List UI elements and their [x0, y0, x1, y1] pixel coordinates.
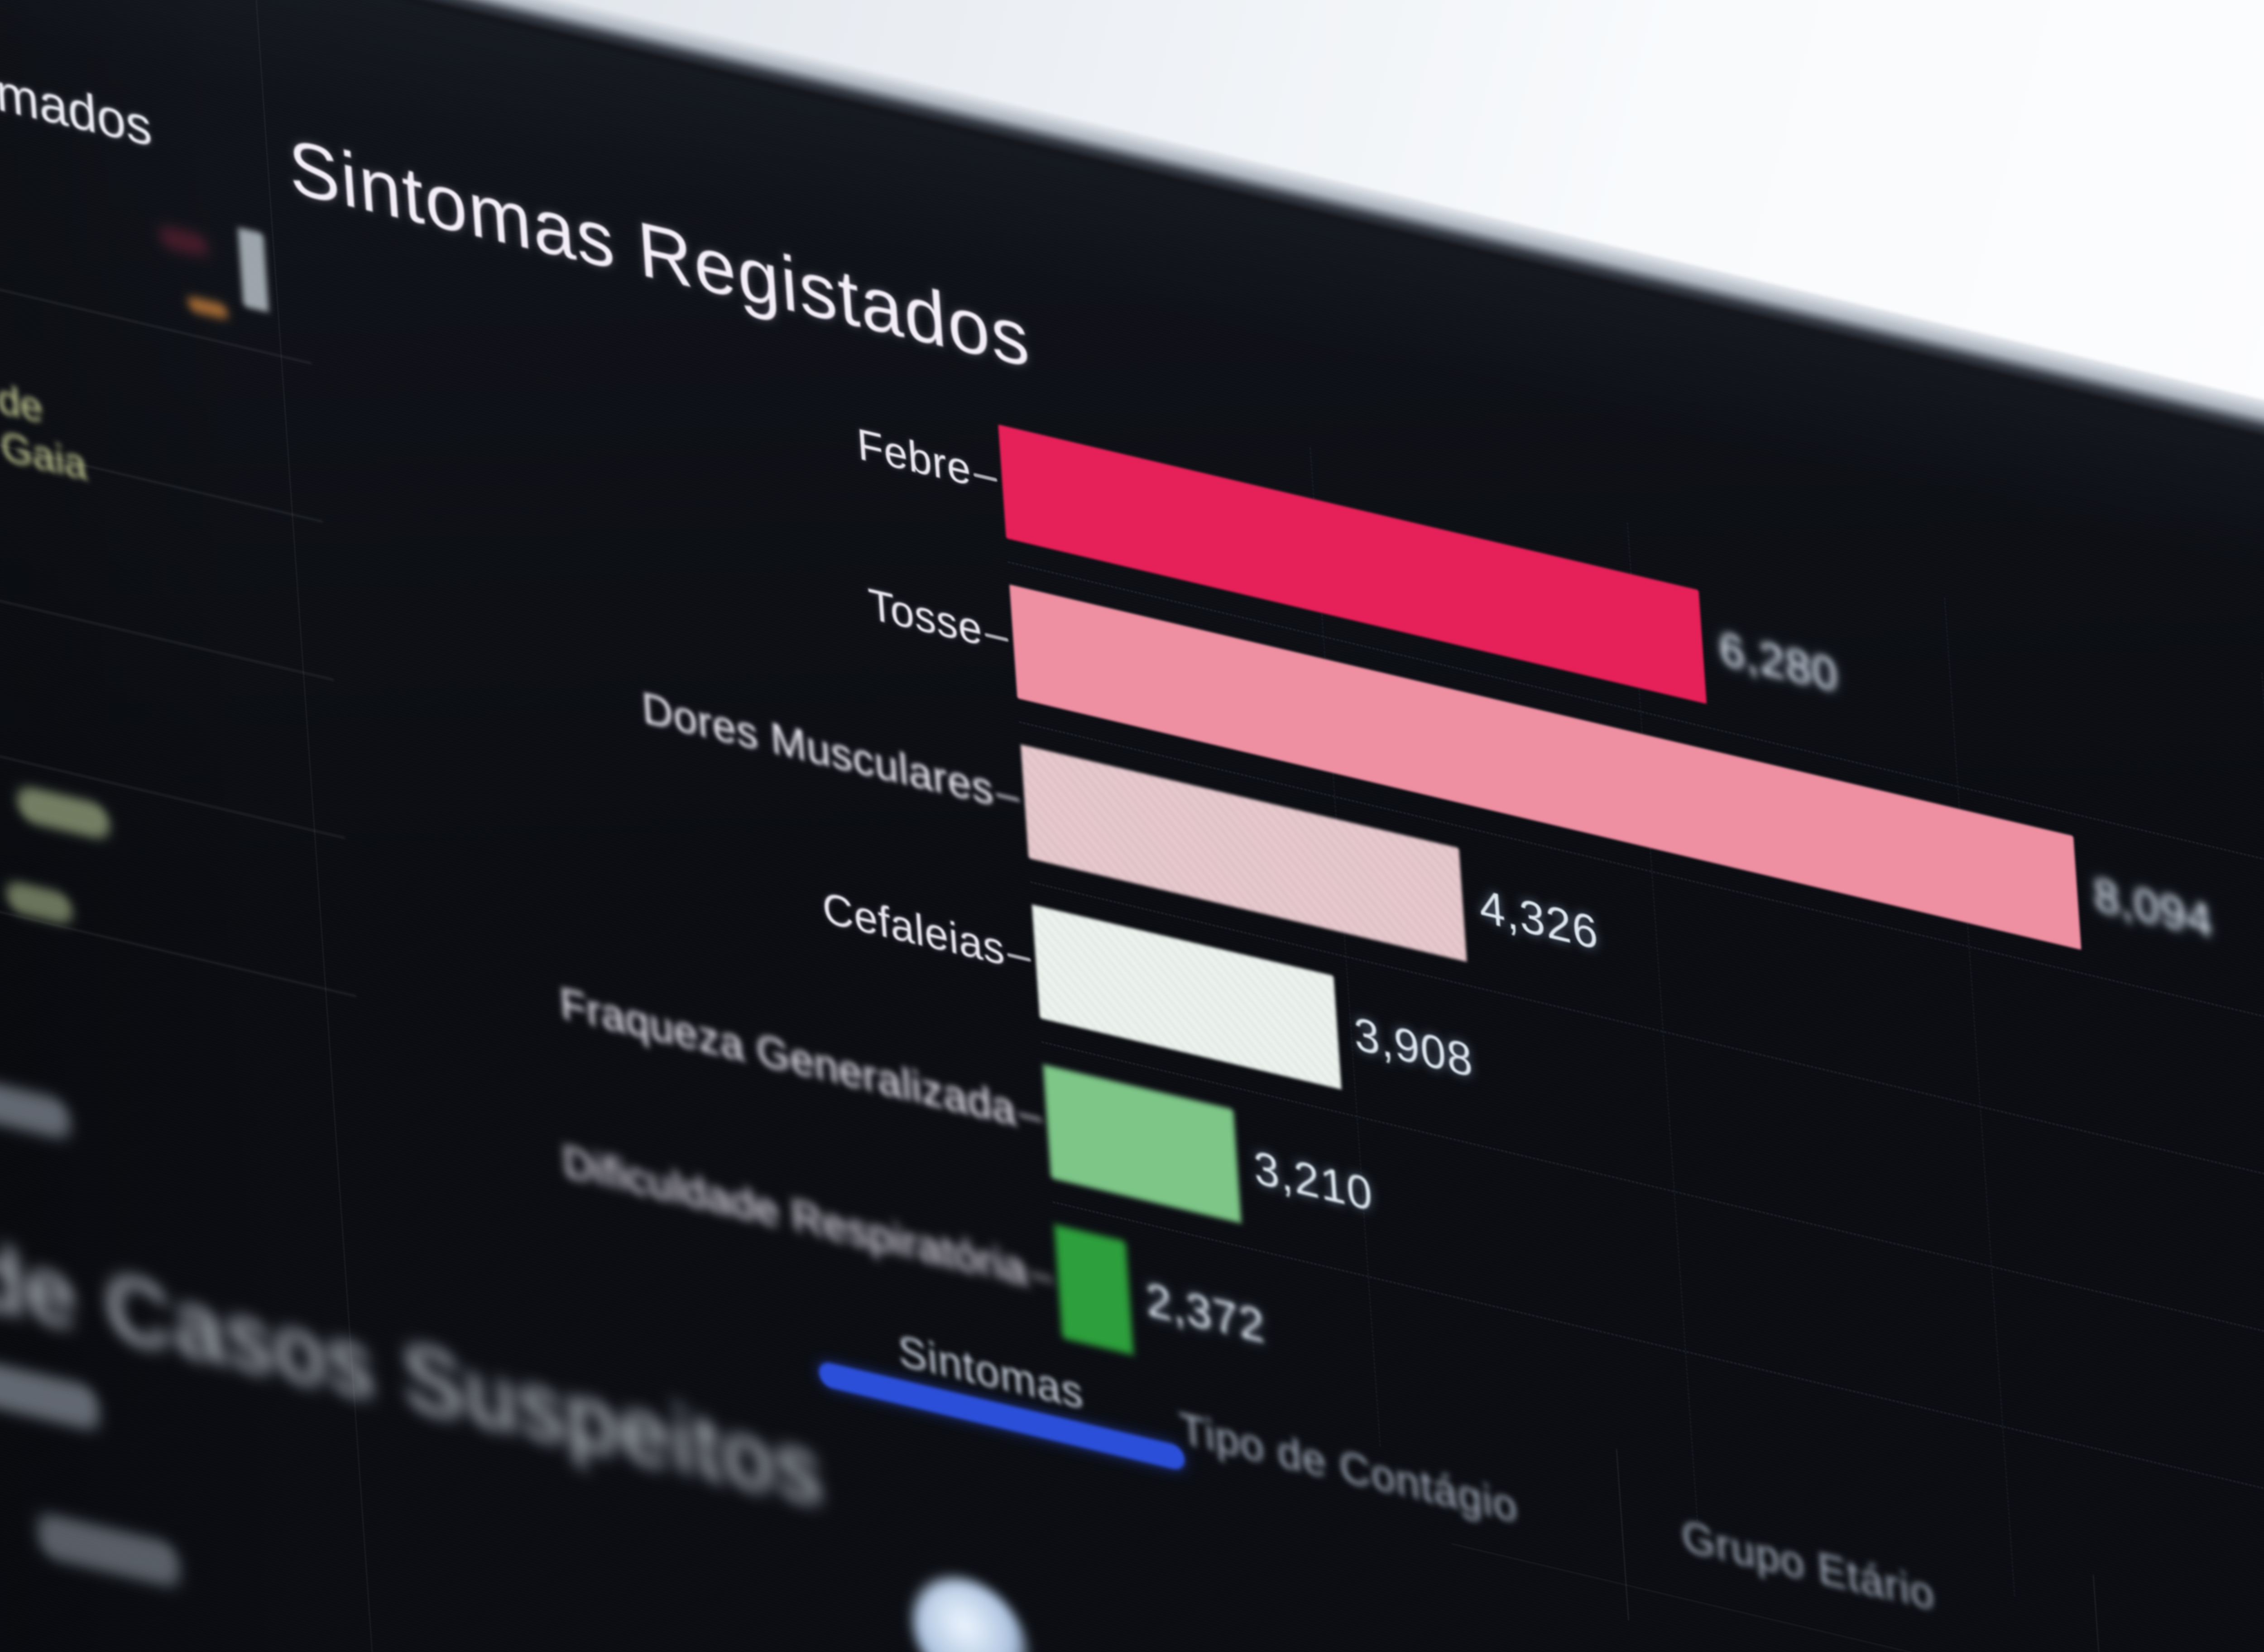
bar[interactable]: [1054, 1224, 1134, 1355]
